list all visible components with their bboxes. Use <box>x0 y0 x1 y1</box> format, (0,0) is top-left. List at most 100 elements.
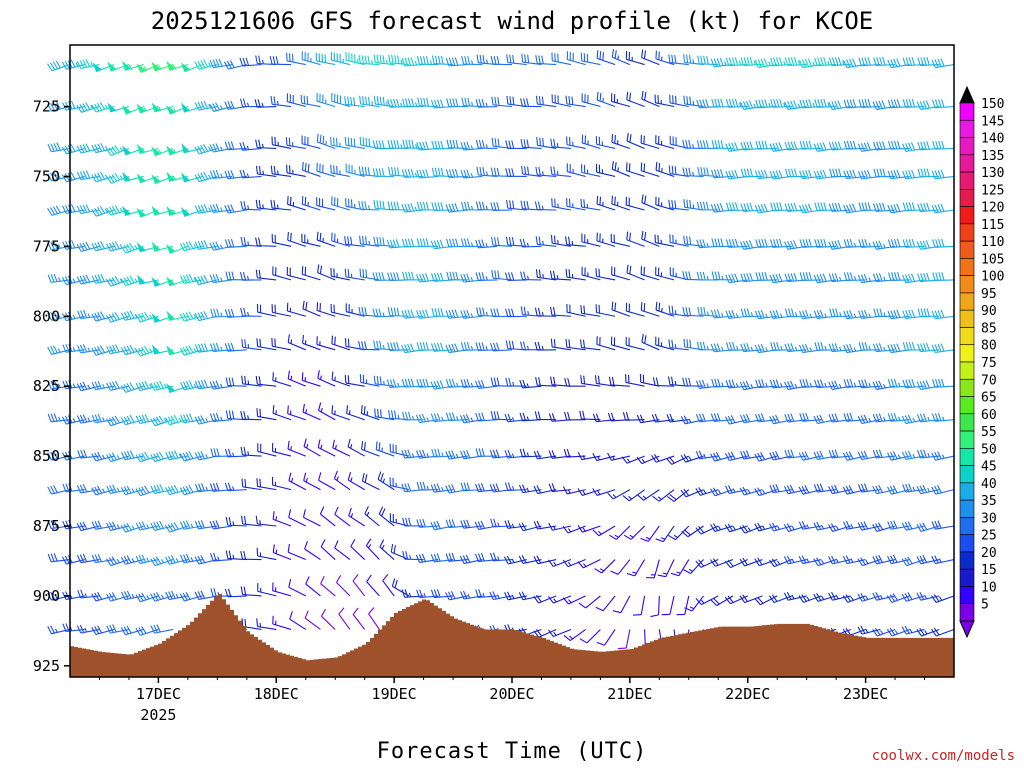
barb-feather <box>318 402 322 411</box>
wind-barb <box>361 441 380 457</box>
barb-staff <box>611 274 631 281</box>
barb-feather <box>894 140 898 150</box>
barb-half-feather <box>102 417 105 422</box>
barb-staff <box>198 419 218 425</box>
barb-feather <box>891 140 895 150</box>
barb-feather <box>70 100 76 109</box>
barb-feather <box>401 169 406 178</box>
wind-barb <box>710 452 734 462</box>
wind-barb <box>579 410 601 421</box>
barb-feather <box>106 278 112 287</box>
wind-barb <box>577 559 601 569</box>
barb-half-feather <box>350 513 354 518</box>
barb-feather <box>353 97 356 106</box>
barb-staff <box>360 243 380 247</box>
barb-staff <box>448 315 468 319</box>
wind-barb <box>255 375 277 387</box>
barb-feather <box>496 342 500 351</box>
wind-barb <box>626 264 645 281</box>
barb-feather <box>302 300 305 309</box>
wind-barb <box>684 595 704 612</box>
barb-staff <box>522 61 542 66</box>
barb-staff <box>242 208 262 211</box>
barb-feather <box>114 380 120 389</box>
barb-feather <box>577 561 584 569</box>
barb-feather <box>497 97 500 106</box>
wind-barb <box>180 413 203 424</box>
barb-feather <box>376 376 379 385</box>
barb-feather <box>860 143 866 152</box>
barb-feather <box>685 377 689 386</box>
wind-barb <box>799 412 822 422</box>
barb-feather <box>255 269 258 278</box>
barb-feather <box>496 167 500 177</box>
barb-feather <box>64 415 70 424</box>
wind-barb <box>271 304 292 317</box>
barb-feather <box>416 342 420 351</box>
barb-staff <box>391 551 410 561</box>
barb-feather <box>684 607 693 612</box>
barb-feather <box>522 412 527 421</box>
barb-feather <box>787 141 792 150</box>
barb-staff <box>905 209 925 212</box>
barb-staff <box>611 100 631 108</box>
wind-barb <box>564 236 586 247</box>
wind-barb <box>814 238 837 248</box>
barb-feather <box>725 274 730 283</box>
barb-feather <box>64 276 70 285</box>
barb-feather <box>138 487 144 495</box>
wind-barb <box>564 411 586 421</box>
wind-barb <box>740 343 763 353</box>
barb-staff <box>287 310 306 317</box>
barb-half-feather <box>178 453 182 458</box>
barb-feather <box>920 273 924 282</box>
wind-barb <box>241 375 262 387</box>
wind-barb <box>596 50 616 66</box>
barb-staff <box>890 525 910 530</box>
barb-feather <box>842 555 848 564</box>
barb-feather <box>364 307 367 316</box>
barb-feather <box>114 415 120 424</box>
barb-feather <box>445 451 450 460</box>
barb-feather <box>509 54 512 63</box>
barb-feather <box>901 415 907 424</box>
barb-feather <box>784 381 789 390</box>
barb-feather <box>926 272 930 281</box>
barb-staff <box>831 455 851 459</box>
barb-feather <box>834 380 839 389</box>
barb-feather <box>377 471 382 480</box>
wind-barb <box>475 412 498 422</box>
wind-barb <box>755 379 778 389</box>
barb-half-feather <box>205 486 208 491</box>
wind-barb <box>580 52 601 66</box>
barb-feather <box>144 414 150 422</box>
barb-feather <box>410 203 415 212</box>
barb-feather <box>511 168 515 177</box>
barb-pennant <box>181 102 191 113</box>
wind-barb <box>858 57 881 67</box>
barb-feather <box>85 170 91 179</box>
wind-barb <box>373 200 395 211</box>
wind-barb <box>769 379 792 389</box>
barb-half-feather <box>526 452 530 457</box>
barb-half-feather <box>426 453 429 458</box>
wind-barb <box>682 377 704 387</box>
barb-feather <box>120 524 127 533</box>
barb-staff <box>684 314 704 317</box>
wind-barb <box>416 481 439 491</box>
barb-staff <box>317 447 336 457</box>
barb-feather <box>493 56 497 65</box>
barb-staff <box>493 277 513 281</box>
barb-staff <box>257 245 277 247</box>
barb-feather <box>533 556 539 564</box>
barb-feather <box>212 241 217 250</box>
barb-staff <box>125 559 144 565</box>
barb-feather <box>431 140 435 150</box>
barb-feather <box>696 271 700 281</box>
barb-feather <box>287 440 290 450</box>
barb-staff <box>272 518 292 527</box>
barb-feather <box>347 375 350 384</box>
barb-feather <box>159 520 164 529</box>
barb-feather <box>203 379 208 388</box>
barb-half-feather <box>850 524 854 529</box>
